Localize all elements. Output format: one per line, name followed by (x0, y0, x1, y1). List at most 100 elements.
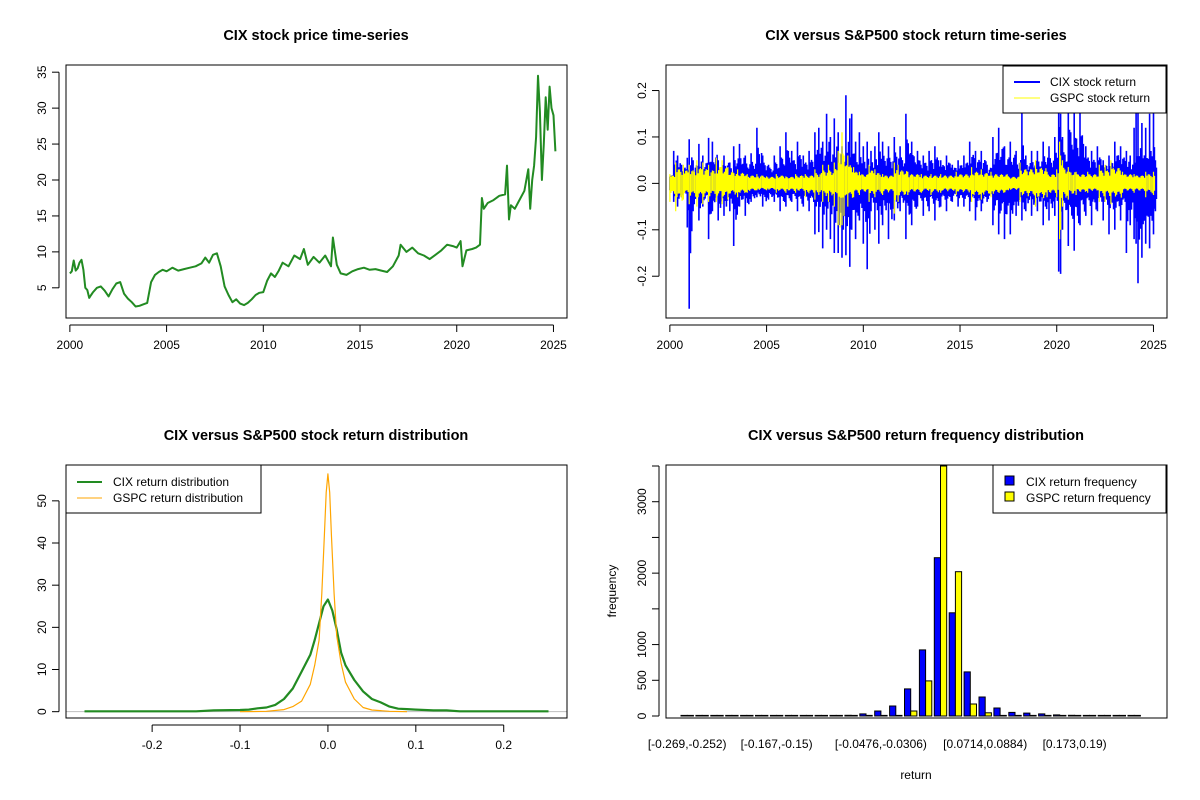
cix-frequency-bar (784, 714, 792, 717)
cix-frequency-bar (874, 710, 882, 717)
gspc-frequency-bar (969, 703, 977, 717)
legend-label-gspc-density: GSPC return distribution (113, 491, 243, 505)
price-y-tick-label: 10 (35, 245, 49, 259)
cix-frequency-bar (829, 714, 837, 717)
gspc-return-line (669, 132, 1156, 240)
cix-frequency-bar (725, 714, 733, 717)
gspc-frequency-bar (1074, 714, 1082, 717)
gspc-frequency-bar (776, 714, 784, 717)
gspc-frequency-bar (1133, 714, 1141, 717)
cix-frequency-bar (1127, 714, 1135, 717)
cix-frequency-bar (859, 713, 867, 717)
chart-title-histogram: CIX versus S&P500 return frequency distr… (748, 428, 1084, 444)
legend-histogram: CIX return frequency GSPC return frequen… (992, 464, 1167, 514)
gspc-frequency-bar (805, 714, 814, 717)
cix-frequency-bar (978, 696, 986, 717)
axes-density: -0.2 -0.1 0.0 0.1 0.2 0 10 20 30 40 50 (35, 494, 512, 752)
legend-label-gspc-return: GSPC stock return (1050, 91, 1150, 105)
cix-frequency-bar (918, 649, 927, 717)
cix-frequency-bar (844, 714, 852, 717)
returns-y-tick-label: 0.0 (635, 175, 649, 192)
cix-frequency-bar (1112, 714, 1120, 717)
cix-return-series (669, 90, 1158, 309)
gspc-frequency-bar (1014, 714, 1022, 717)
cix-frequency-bar (904, 688, 912, 717)
price-x-tick-label: 2000 (57, 338, 84, 352)
price-y-tick-label: 5 (35, 284, 49, 291)
cix-frequency-bar (680, 714, 688, 717)
cix-frequency-bar (755, 714, 763, 717)
price-series-line (69, 74, 557, 308)
legend-label-gspc-frequency: GSPC return frequency (1026, 491, 1151, 505)
returns-x-tick-label: 2000 (657, 338, 684, 352)
density-x-tick-label: -0.2 (142, 738, 163, 752)
density-x-tick-label: 0.0 (320, 738, 337, 752)
returns-x-tick-label: 2005 (753, 338, 780, 352)
axes-returns: 2000 2005 2010 2015 2020 2025 -0.2 -0.1 0.0 0.1 0.… (635, 82, 1167, 352)
histogram-y-tick-label: 2000 (635, 559, 649, 586)
gspc-frequency-bar (1089, 714, 1097, 717)
price-x-tick-label: 2020 (443, 338, 470, 352)
legend-label-cix-density: CIX return distribution (113, 475, 229, 489)
gspc-frequency-bar (940, 465, 948, 717)
gspc-frequency-bar (746, 714, 754, 717)
gspc-frequency-bar (1044, 714, 1052, 717)
gspc-frequency-bar (984, 712, 992, 717)
cix-frequency-bar (1038, 713, 1046, 717)
histogram-x-category-label: [-0.269,-0.252) (648, 737, 727, 751)
legend-label-cix-return: CIX stock return (1050, 75, 1136, 89)
legend-box-histogram (992, 464, 1167, 514)
cix-frequency-bar (1053, 714, 1061, 717)
cix-frequency-bar (889, 705, 897, 717)
cix-frequency-bar (799, 714, 807, 717)
y-axis-label-histogram: frequency (605, 565, 619, 618)
legend-density: CIX return distribution GSPC return dist… (65, 464, 262, 514)
plot-frame-returns (665, 64, 1168, 319)
gspc-frequency-bar (791, 714, 799, 717)
gspc-frequency-bar (865, 714, 873, 717)
histogram-y-tick-label: 0 (635, 712, 649, 719)
plot-frame-price (65, 64, 568, 319)
price-x-tick-label: 2010 (250, 338, 277, 352)
cix-frequency-bar (993, 707, 1001, 717)
histogram-bars-group (680, 465, 1141, 717)
gspc-frequency-bar (880, 714, 888, 717)
cix-frequency-bar (814, 714, 822, 717)
price-x-tick-label: 2025 (540, 338, 567, 352)
chart-title-price: CIX stock price time-series (223, 28, 408, 44)
returns-x-tick-label: 2020 (1043, 338, 1070, 352)
cix-frequency-bar (695, 714, 703, 717)
histogram-x-category-label: [-0.0476,-0.0306) (835, 737, 927, 751)
cix-return-line (669, 90, 1158, 309)
gspc-frequency-bar (895, 714, 903, 717)
plot-frame-histogram (665, 464, 1168, 719)
gspc-frequency-bar (835, 714, 843, 717)
legend-box-returns (1002, 65, 1167, 114)
returns-x-tick-label: 2025 (1140, 338, 1167, 352)
density-y-tick-label: 20 (35, 620, 49, 634)
cix-frequency-bar (1067, 714, 1076, 717)
panel-density: CIX versus S&P500 stock return distribut… (35, 428, 568, 752)
gspc-frequency-bar (850, 714, 858, 717)
histogram-x-category-label: [0.173,0.19) (1043, 737, 1107, 751)
cix-density-line (84, 598, 549, 713)
density-y-tick-label: 10 (35, 663, 49, 677)
gspc-frequency-bar (1103, 714, 1112, 717)
density-x-tick-label: 0.1 (407, 738, 424, 752)
price-line-group (69, 74, 557, 308)
gspc-frequency-bar (910, 710, 918, 717)
returns-x-tick-label: 2015 (947, 338, 974, 352)
gspc-frequency-bar (1118, 714, 1127, 717)
density-y-tick-label: 30 (35, 578, 49, 592)
gspc-frequency-bar (1029, 714, 1037, 717)
price-y-tick-label: 25 (35, 137, 49, 151)
axes-histogram: 0 500 1000 2000 3000 [-0.269,-0.252) [-0.167,-… (635, 465, 1107, 751)
histogram-y-tick-label: 500 (635, 670, 649, 690)
cix-frequency-bar (963, 671, 971, 717)
cix-frequency-bar (948, 612, 956, 717)
cix-frequency-bar (1008, 711, 1016, 717)
legend-returns: CIX stock return GSPC stock return (1002, 65, 1167, 114)
gspc-frequency-bar (820, 714, 828, 717)
